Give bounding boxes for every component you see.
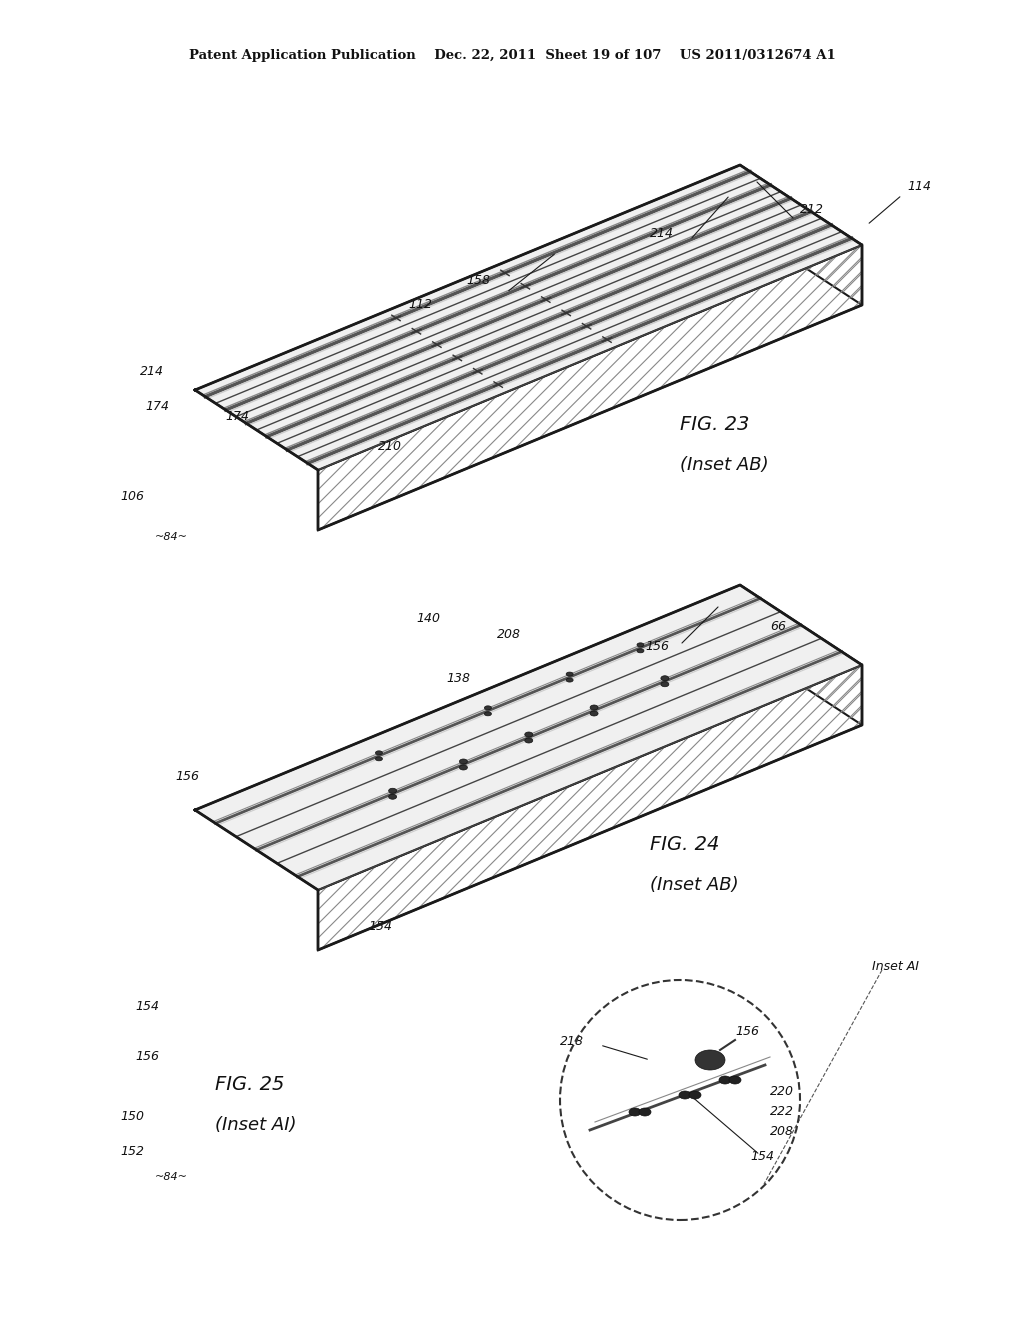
Text: 156: 156 bbox=[735, 1026, 759, 1038]
Text: ~84~: ~84~ bbox=[155, 1172, 188, 1181]
Ellipse shape bbox=[719, 1076, 731, 1084]
Ellipse shape bbox=[460, 766, 467, 770]
Ellipse shape bbox=[566, 672, 573, 676]
Ellipse shape bbox=[637, 649, 644, 653]
Ellipse shape bbox=[389, 795, 396, 799]
Text: 214: 214 bbox=[140, 366, 164, 378]
Ellipse shape bbox=[460, 759, 467, 764]
Ellipse shape bbox=[524, 738, 532, 743]
Text: (Inset AB): (Inset AB) bbox=[650, 876, 738, 894]
Text: 174: 174 bbox=[225, 411, 249, 422]
Text: 66: 66 bbox=[770, 620, 786, 634]
Text: Patent Application Publication    Dec. 22, 2011  Sheet 19 of 107    US 2011/0312: Patent Application Publication Dec. 22, … bbox=[188, 49, 836, 62]
Text: 156: 156 bbox=[175, 770, 199, 783]
Text: (Inset AB): (Inset AB) bbox=[680, 455, 769, 474]
Text: 156: 156 bbox=[645, 640, 669, 653]
Text: 106: 106 bbox=[120, 490, 144, 503]
Text: 212: 212 bbox=[800, 203, 824, 216]
Ellipse shape bbox=[376, 751, 382, 755]
Ellipse shape bbox=[590, 705, 598, 710]
Text: 208: 208 bbox=[770, 1125, 794, 1138]
Text: 220: 220 bbox=[770, 1085, 794, 1098]
Text: 114: 114 bbox=[907, 180, 931, 193]
Polygon shape bbox=[195, 585, 862, 890]
Ellipse shape bbox=[729, 1076, 741, 1084]
Ellipse shape bbox=[660, 681, 669, 686]
Polygon shape bbox=[195, 165, 862, 470]
Text: 138: 138 bbox=[446, 672, 470, 685]
Ellipse shape bbox=[637, 643, 644, 647]
Ellipse shape bbox=[689, 1092, 701, 1100]
Ellipse shape bbox=[566, 678, 573, 682]
Text: FIG. 24: FIG. 24 bbox=[650, 836, 720, 854]
Text: 156: 156 bbox=[135, 1049, 159, 1063]
Text: 154: 154 bbox=[750, 1150, 774, 1163]
Text: 154: 154 bbox=[135, 1001, 159, 1012]
Text: 222: 222 bbox=[770, 1105, 794, 1118]
Ellipse shape bbox=[639, 1107, 651, 1115]
Text: 174: 174 bbox=[145, 400, 169, 413]
Ellipse shape bbox=[679, 1092, 691, 1100]
Text: FIG. 25: FIG. 25 bbox=[215, 1074, 285, 1094]
Ellipse shape bbox=[660, 676, 669, 681]
Text: (Inset AI): (Inset AI) bbox=[215, 1115, 297, 1134]
Text: 154: 154 bbox=[368, 920, 392, 933]
Text: FIG. 23: FIG. 23 bbox=[680, 414, 750, 434]
Text: 152: 152 bbox=[120, 1144, 144, 1158]
Text: Inset AI: Inset AI bbox=[872, 960, 919, 973]
Text: 112: 112 bbox=[409, 297, 432, 310]
Ellipse shape bbox=[695, 1049, 725, 1071]
Ellipse shape bbox=[484, 706, 492, 710]
Text: 150: 150 bbox=[120, 1110, 144, 1123]
Ellipse shape bbox=[590, 711, 598, 715]
Ellipse shape bbox=[389, 788, 396, 793]
Text: 218: 218 bbox=[560, 1035, 584, 1048]
Text: 140: 140 bbox=[417, 612, 440, 626]
Text: 158: 158 bbox=[467, 275, 490, 288]
Ellipse shape bbox=[524, 733, 532, 737]
Text: 208: 208 bbox=[497, 627, 520, 640]
Text: 214: 214 bbox=[650, 227, 674, 240]
Text: 210: 210 bbox=[378, 440, 402, 453]
Ellipse shape bbox=[629, 1107, 641, 1115]
Text: ~84~: ~84~ bbox=[155, 532, 188, 543]
Ellipse shape bbox=[484, 711, 492, 715]
Ellipse shape bbox=[376, 756, 382, 760]
